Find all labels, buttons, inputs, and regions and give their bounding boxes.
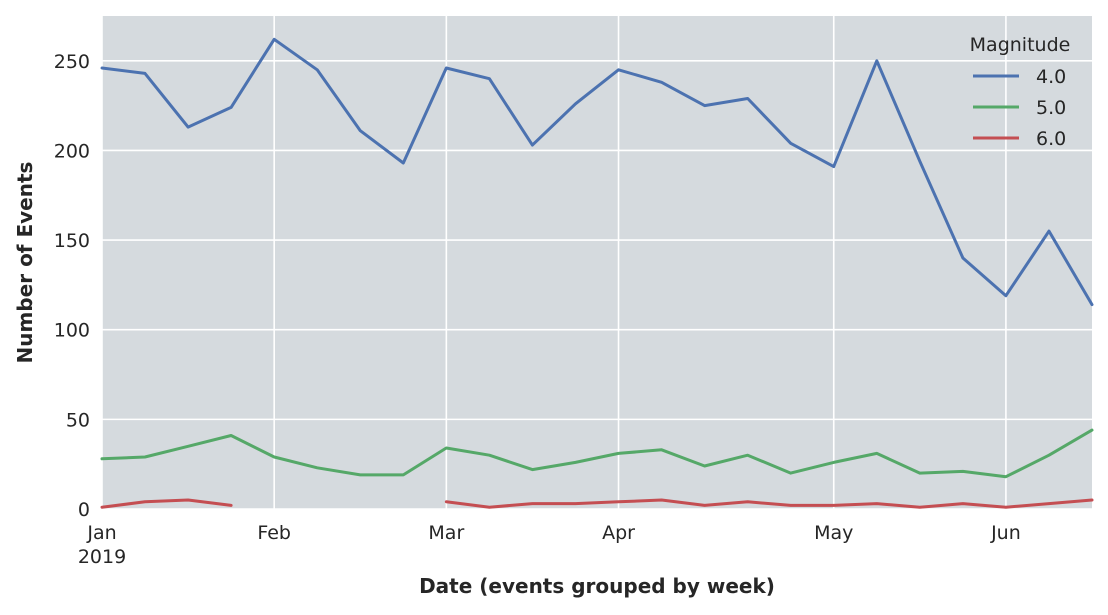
series-line xyxy=(100,498,1094,509)
series-lines xyxy=(100,37,1094,509)
y-tick-labels: 0 50 100 150 200 250 xyxy=(54,51,90,521)
x-tick-label: Apr xyxy=(602,522,635,544)
y-tick-label: 150 xyxy=(54,230,90,252)
x-tick-label: Feb xyxy=(257,522,291,544)
legend-title: Magnitude xyxy=(970,34,1071,56)
y-tick-label: 250 xyxy=(54,51,90,73)
plot-background xyxy=(102,16,1092,509)
legend: Magnitude 4.0 5.0 6.0 xyxy=(970,34,1071,150)
x-tick-label: Jun xyxy=(990,522,1021,544)
y-tick-label: 200 xyxy=(54,140,90,162)
y-tick-label: 0 xyxy=(78,499,90,521)
legend-label: 6.0 xyxy=(1036,128,1066,150)
x-tick-sublabel: 2019 xyxy=(78,546,126,568)
legend-label: 5.0 xyxy=(1036,97,1066,119)
y-axis-label: Number of Events xyxy=(13,162,37,364)
x-axis-label: Date (events grouped by week) xyxy=(419,574,775,598)
x-tick-label: Mar xyxy=(428,522,464,544)
legend-label: 4.0 xyxy=(1036,66,1066,88)
grid-lines xyxy=(101,16,1092,510)
y-tick-label: 50 xyxy=(66,409,90,431)
y-tick-label: 100 xyxy=(54,320,90,342)
x-tick-label: May xyxy=(814,522,853,544)
series-line xyxy=(100,428,1094,479)
series-line xyxy=(100,37,1094,307)
x-tick-label: Jan xyxy=(86,522,116,544)
